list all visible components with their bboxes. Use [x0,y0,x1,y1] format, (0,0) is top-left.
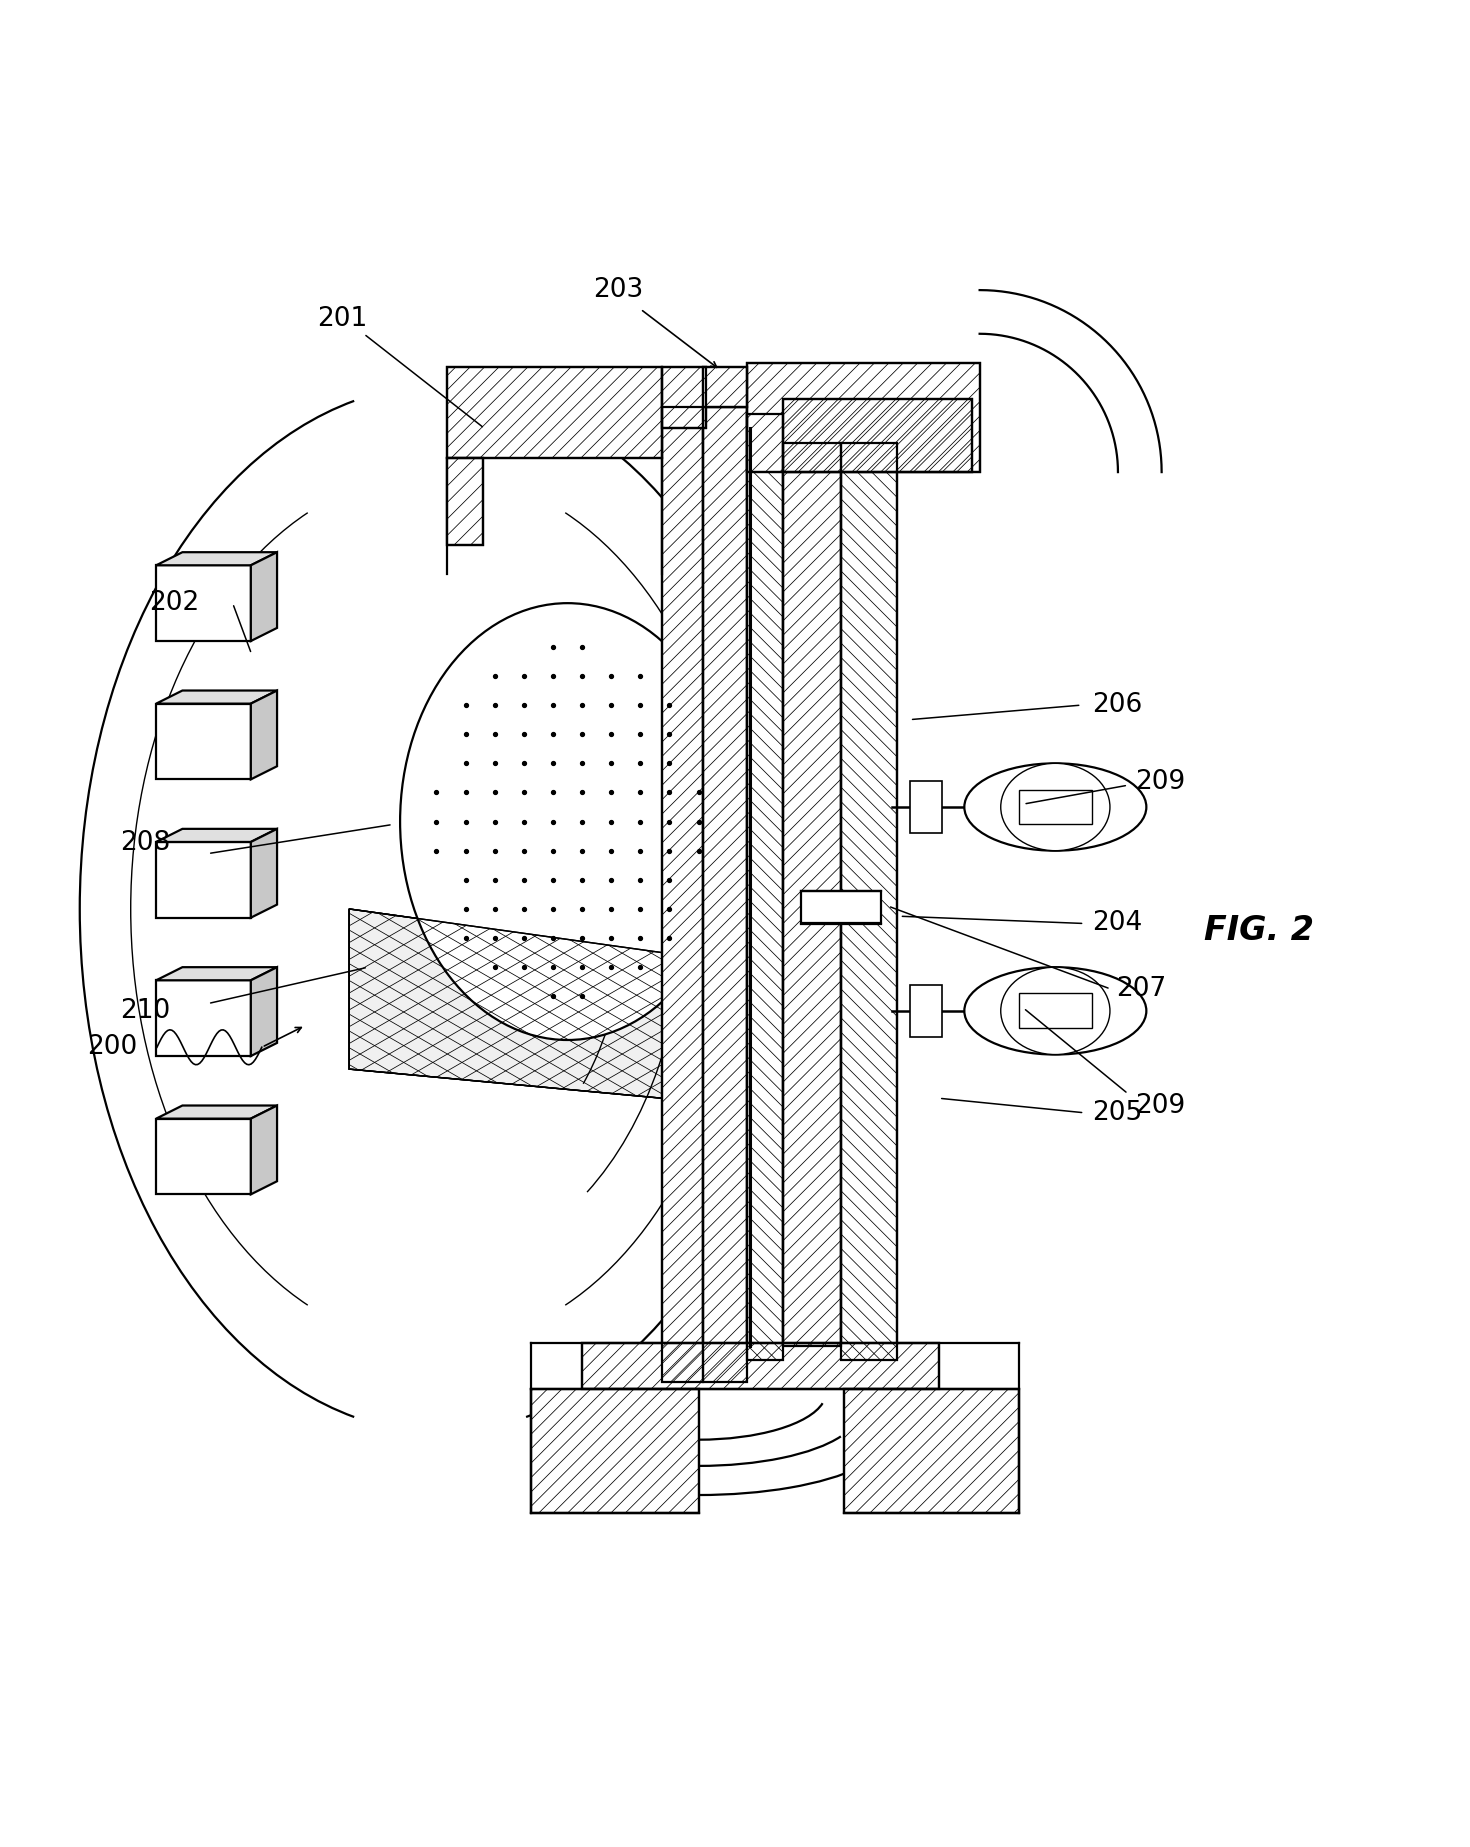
Polygon shape [251,552,276,641]
Polygon shape [582,1343,939,1389]
Ellipse shape [1001,968,1110,1055]
Text: 208: 208 [121,831,171,857]
Polygon shape [784,399,972,473]
Ellipse shape [964,763,1147,851]
Polygon shape [251,691,276,779]
Polygon shape [447,368,662,458]
Ellipse shape [400,604,735,1040]
Text: 209: 209 [1135,768,1186,796]
Polygon shape [156,968,276,981]
Text: 201: 201 [316,307,368,332]
Bar [1019,994,1092,1029]
Text: 209: 209 [1135,1093,1186,1119]
Polygon shape [844,1389,1019,1513]
Polygon shape [703,406,747,1382]
Polygon shape [841,443,897,1361]
Polygon shape [251,1106,276,1195]
Polygon shape [156,565,251,641]
Polygon shape [156,552,276,565]
Polygon shape [156,691,276,704]
Text: FIG. 2: FIG. 2 [1204,914,1314,948]
Polygon shape [662,406,703,1382]
Polygon shape [251,829,276,918]
Polygon shape [703,368,747,406]
Text: 203: 203 [594,277,644,303]
Text: 210: 210 [121,997,171,1023]
Text: 206: 206 [1092,693,1142,718]
Polygon shape [156,842,251,918]
Polygon shape [156,1119,251,1195]
Polygon shape [747,414,784,1361]
Polygon shape [662,368,706,429]
Text: 200: 200 [87,1034,137,1060]
Text: 204: 204 [1092,911,1142,936]
Polygon shape [156,981,251,1056]
Text: 205: 205 [1092,1099,1142,1127]
Polygon shape [156,829,276,842]
Bar [1019,789,1092,824]
Ellipse shape [964,968,1147,1055]
Polygon shape [156,704,251,779]
Polygon shape [784,443,841,1346]
Bar [801,892,881,924]
Polygon shape [251,968,276,1056]
Bar [910,781,942,833]
Polygon shape [350,909,662,1099]
Polygon shape [747,362,979,473]
Ellipse shape [1001,763,1110,851]
Bar [910,984,942,1036]
Text: 202: 202 [150,591,200,617]
Text: 207: 207 [1117,975,1167,1003]
Polygon shape [531,1389,698,1513]
Polygon shape [447,458,484,545]
Polygon shape [156,1106,276,1119]
